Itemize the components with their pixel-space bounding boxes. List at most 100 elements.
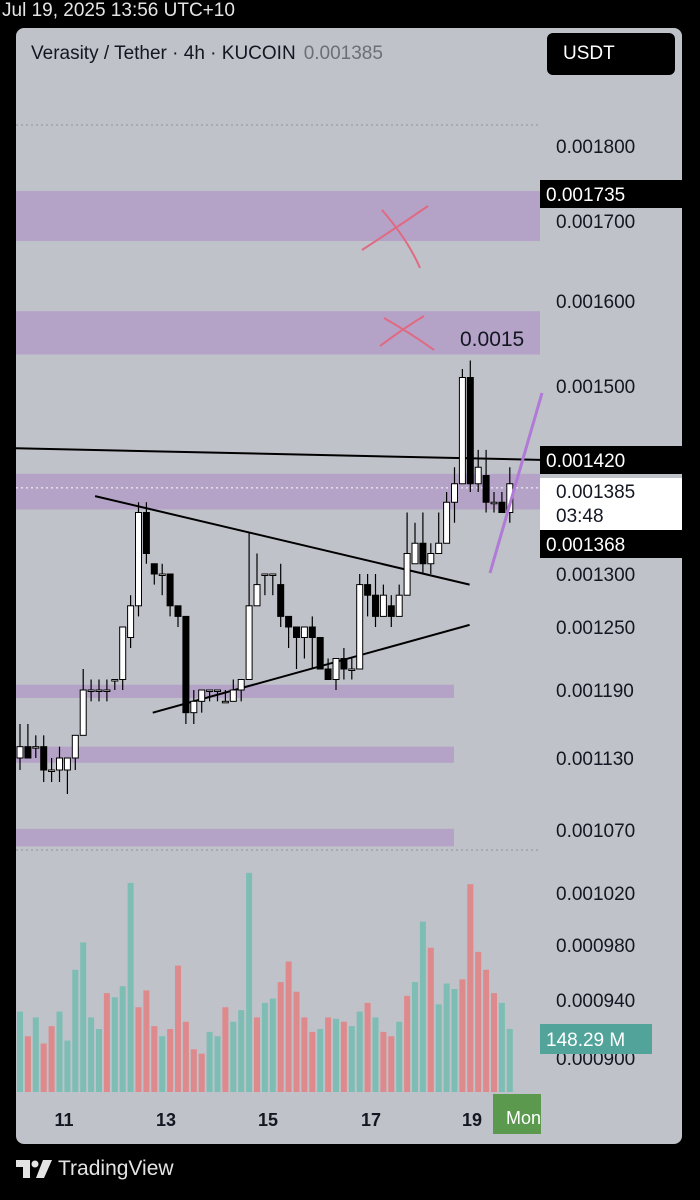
volume-bar [317, 1029, 324, 1092]
candle-body [198, 689, 206, 702]
candle-body [253, 584, 261, 607]
volume-bar [261, 1002, 268, 1092]
price-tag-1420: 0.001420 [546, 451, 625, 472]
volume-bar [356, 1011, 363, 1092]
tradingview-logo-icon [16, 1160, 52, 1178]
candle-body [435, 542, 443, 554]
volume-bar [175, 965, 181, 1092]
volume-bar [340, 1021, 347, 1092]
price-tick-label: 0.001250 [556, 618, 635, 639]
volume-bar [348, 1026, 355, 1092]
volume-value-badge-bg [540, 1024, 652, 1054]
candle-body [32, 746, 40, 749]
volume-bar [491, 993, 497, 1092]
price-tick-label: 0.001800 [556, 137, 635, 158]
candle-body [16, 746, 24, 759]
chart-canvas[interactable]: 0.001800 0.001700 0.001600 0.001500 0.001300… [16, 28, 682, 1144]
price-tag-1735-bg [540, 180, 682, 208]
candle-body [135, 512, 142, 607]
candle-body [356, 584, 364, 670]
volume-bar [222, 1007, 229, 1092]
volume-bar [103, 993, 110, 1092]
spike-price-annotation: 0.0015 [460, 328, 524, 351]
volume-bar [127, 882, 134, 1092]
candle-body [451, 483, 458, 503]
price-tick-label: 0.001070 [556, 821, 635, 842]
candle-body [395, 594, 403, 617]
volume-value-badge: 148.29 M [546, 1030, 625, 1051]
candle-body [166, 573, 174, 607]
candle-body [340, 658, 348, 670]
candle-body [403, 553, 411, 596]
candle-body [127, 605, 135, 638]
candle-body [56, 757, 63, 771]
price-tick-label: 0.001600 [556, 292, 635, 313]
price-tick-label: 0.001130 [556, 749, 634, 770]
volume-bar [333, 1018, 339, 1092]
currency-button[interactable]: USDT [547, 33, 675, 75]
price-tag-1735: 0.001735 [546, 185, 625, 206]
support-resistance-zone [16, 191, 540, 241]
candle-body [221, 700, 229, 704]
volume-bar [238, 1010, 245, 1092]
price-tick-label: 0.000900 [556, 1049, 635, 1070]
symbol-text: Verasity / Tether · 4h · KUCOIN [31, 43, 296, 64]
volume-bar [167, 1029, 174, 1092]
time-tick-label: 15 [258, 1110, 278, 1130]
volume-bar [119, 986, 126, 1092]
candle-body [87, 689, 95, 692]
volume-bar [143, 990, 150, 1092]
volume-bar [412, 982, 418, 1092]
candle-body [300, 626, 308, 638]
support-resistance-zone [16, 828, 454, 847]
chart-symbol-header: Verasity / Tether · 4h · KUCOIN 0.001385 [31, 43, 383, 65]
candle-body [324, 668, 332, 680]
tradingview-brand: TradingView [16, 1156, 174, 1182]
volume-bar [396, 1021, 403, 1092]
candle-body [427, 553, 435, 565]
tradingview-brand-text: TradingView [58, 1157, 174, 1180]
volume-bar [88, 1017, 95, 1092]
candle-body [158, 573, 166, 576]
price-tick-label: 0.000940 [556, 991, 635, 1012]
chart-panel[interactable]: 0.001800 0.001700 0.001600 0.001500 0.001300… [16, 28, 682, 1144]
candle-body [71, 734, 79, 759]
volume-bar [246, 872, 253, 1092]
volume-bar [467, 884, 474, 1092]
candle-body [237, 679, 245, 691]
volume-bar [404, 995, 411, 1092]
support-resistance-zone [16, 746, 454, 763]
volume-bar [254, 1017, 260, 1092]
volume-bar [214, 1036, 221, 1092]
volume-bar [17, 1011, 23, 1092]
candle-body [269, 573, 277, 576]
candle-body [95, 689, 103, 692]
countdown-label: 03:48 [556, 506, 604, 527]
volume-bar [451, 989, 458, 1092]
time-tick-label: 11 [54, 1110, 73, 1130]
candle-body [466, 377, 474, 485]
volume-bar [151, 1026, 158, 1092]
current-price-tag: 0.001385 [556, 482, 635, 503]
next-period-badge-bg [493, 1094, 541, 1134]
candle-body [411, 542, 419, 565]
candle-body [293, 626, 300, 638]
candle-body [190, 700, 198, 714]
candle-body [119, 626, 127, 680]
candle-body [214, 689, 221, 692]
volume-bar [198, 1053, 205, 1092]
time-tick-label: 13 [156, 1110, 176, 1130]
candle-body [206, 689, 214, 692]
volume-bar [372, 1017, 379, 1092]
volume-bar [427, 947, 434, 1092]
screenshot-timestamp: Jul 19, 2025 13:56 UTC+10 [2, 0, 235, 21]
price-tick-label: 0.001300 [556, 565, 635, 586]
candle-body [332, 658, 340, 680]
volume-bar [475, 951, 482, 1092]
trend-arrow-line [488, 392, 544, 574]
candle-body [182, 615, 190, 714]
candle-body [150, 563, 158, 575]
candle-body [490, 501, 498, 505]
candle-body [40, 746, 48, 771]
volume-bar [277, 982, 284, 1092]
